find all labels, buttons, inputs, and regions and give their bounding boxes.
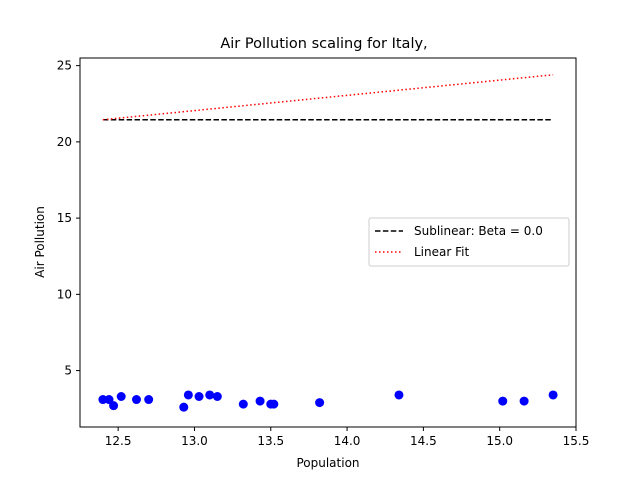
x-tick-label: 13.0 [181,434,208,448]
scatter-point [144,395,154,405]
scatter-point [255,396,265,406]
y-tick-label: 5 [64,364,72,378]
scatter-point [315,398,325,408]
legend-box [368,217,570,267]
x-tick-label: 15.5 [563,434,590,448]
plot-area [79,57,577,428]
scatter-point [131,395,141,405]
series-line-1 [102,74,554,121]
x-tick-label: 15.0 [486,434,513,448]
x-tick-label: 12.5 [105,434,132,448]
x-tick-label: 14.0 [334,434,361,448]
axes-frame [79,57,577,428]
legend: Sublinear: Beta = 0.0 Linear Fit [368,217,570,267]
y-tick-label: 20 [57,135,72,149]
y-axis-label: Air Pollution [33,206,47,278]
scatter-point [179,402,189,412]
legend-label-0: Sublinear: Beta = 0.0 [414,224,543,238]
scatter-point [194,392,204,402]
y-tick-label: 10 [57,287,72,301]
scatter-point [212,392,222,402]
scatter-point [109,401,119,411]
y-axis-ticks: 5 10 15 20 25 [57,59,80,378]
scatter-point [519,396,529,406]
x-tick-label: 13.5 [257,434,284,448]
x-axis-ticks: 12.5 13.0 13.5 14.0 14.5 15.0 15.5 [105,427,590,448]
x-tick-label: 14.5 [410,434,437,448]
scatter-point [498,396,508,406]
x-axis-label: Population [296,456,359,470]
legend-label-1: Linear Fit [414,245,469,259]
y-tick-label: 25 [57,59,72,73]
scatter-point [394,390,404,400]
scatter-point [238,399,248,409]
scatter-point [205,390,215,400]
scatter-point [116,392,126,402]
scatter-point [548,390,558,400]
scatter-point [269,399,279,409]
scatter-point [183,390,193,400]
y-tick-label: 15 [57,211,72,225]
chart-title: Air Pollution scaling for Italy, [220,36,427,52]
